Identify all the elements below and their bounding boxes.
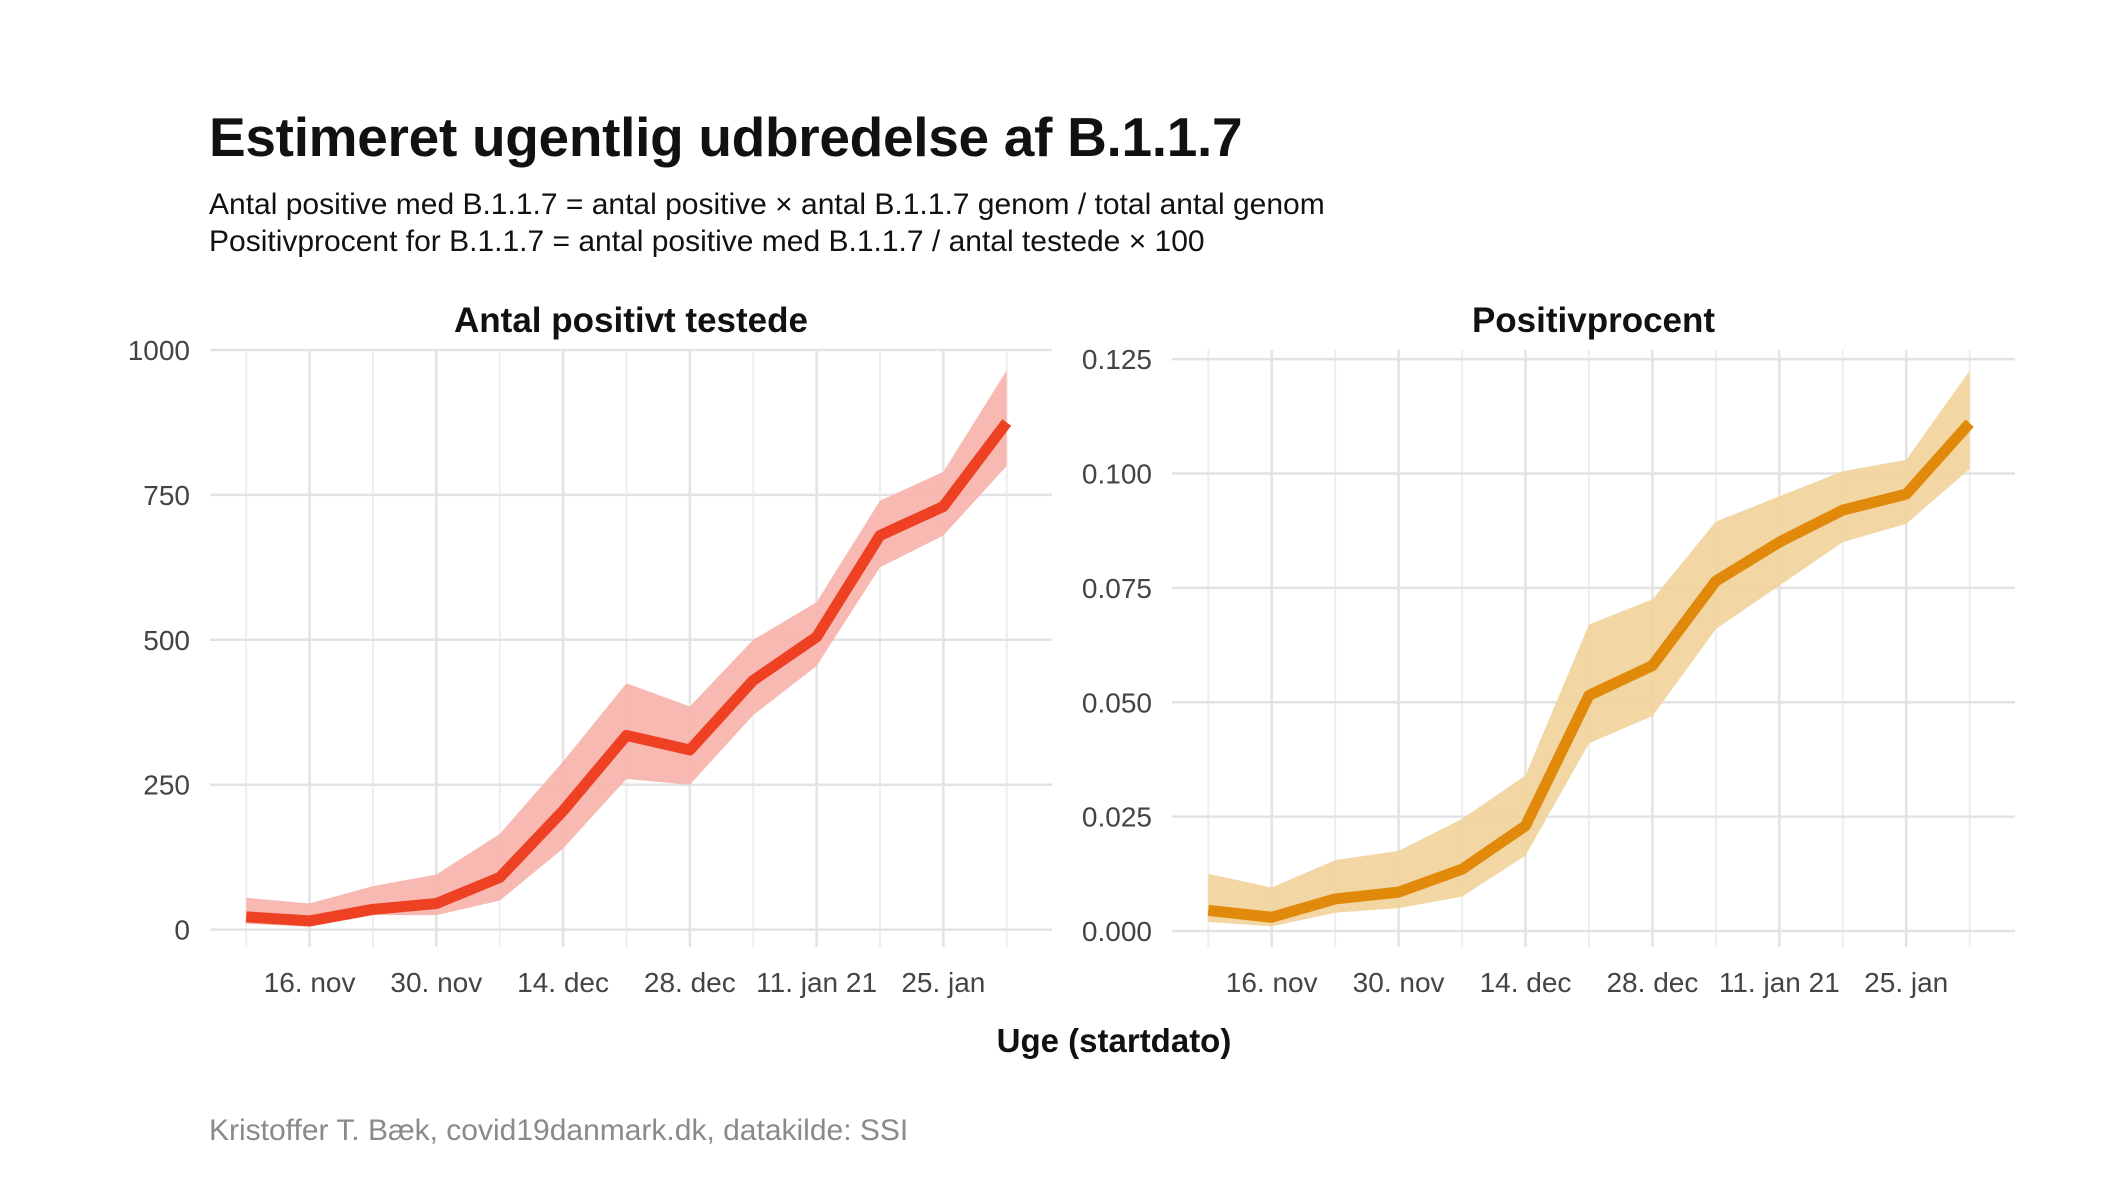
y-tick-label: 0 <box>174 915 190 946</box>
x-tick-label: 30. nov <box>390 967 482 998</box>
x-tick-label: 30. nov <box>1353 967 1445 998</box>
y-tick-label: 0.075 <box>1082 573 1152 604</box>
x-tick-label: 16. nov <box>264 967 356 998</box>
x-tick-label: 28. dec <box>1606 967 1698 998</box>
series-line <box>1207 419 1974 923</box>
y-tick-label: 0.125 <box>1082 344 1152 375</box>
panel-title: Antal positivt testede <box>454 301 808 340</box>
x-tick-label: 14. dec <box>1480 967 1572 998</box>
y-tick-label: 750 <box>143 480 190 511</box>
y-tick-label: 0.100 <box>1082 459 1152 490</box>
y-tick-label: 0.050 <box>1082 687 1152 718</box>
y-tick-label: 0.025 <box>1082 802 1152 833</box>
chart-title: Estimeret ugentlig udbredelse af B.1.1.7 <box>209 106 1243 168</box>
panel-positivprocent: 0.000 0.025 0.050 0.075 0.100 0.125 16. nov 30.… <box>1082 301 2015 998</box>
x-tick-label: 25. jan <box>1864 967 1948 998</box>
caption: Kristoffer T. Bæk, covid19danmark.dk, da… <box>209 1114 909 1147</box>
confidence-band <box>1208 370 1970 927</box>
series-line <box>245 419 1012 927</box>
y-tick-label: 250 <box>143 770 190 801</box>
panel-title: Positivprocent <box>1472 301 1715 340</box>
x-tick-label: 14. dec <box>517 967 609 998</box>
x-tick-label: 16. nov <box>1226 967 1318 998</box>
subtitle-line-2: Positivprocent for B.1.1.7 = antal posit… <box>209 225 1205 258</box>
x-tick-label: 11. jan 21 <box>756 967 877 998</box>
x-tick-label: 28. dec <box>644 967 736 998</box>
x-axis-title: Uge (startdato) <box>997 1022 1232 1059</box>
y-tick-label: 0.000 <box>1082 916 1152 947</box>
y-tick-label: 1000 <box>128 335 190 366</box>
x-tick-label: 11. jan 21 <box>1719 967 1840 998</box>
panel-antal-positivt-testede: 0 250 500 750 1000 16. nov 30. nov 14. dec 28. d… <box>128 301 1052 998</box>
x-tick-label: 25. jan <box>901 967 985 998</box>
y-tick-label: 500 <box>143 625 190 656</box>
subtitle-line-1: Antal positive med B.1.1.7 = antal posit… <box>209 188 1325 221</box>
